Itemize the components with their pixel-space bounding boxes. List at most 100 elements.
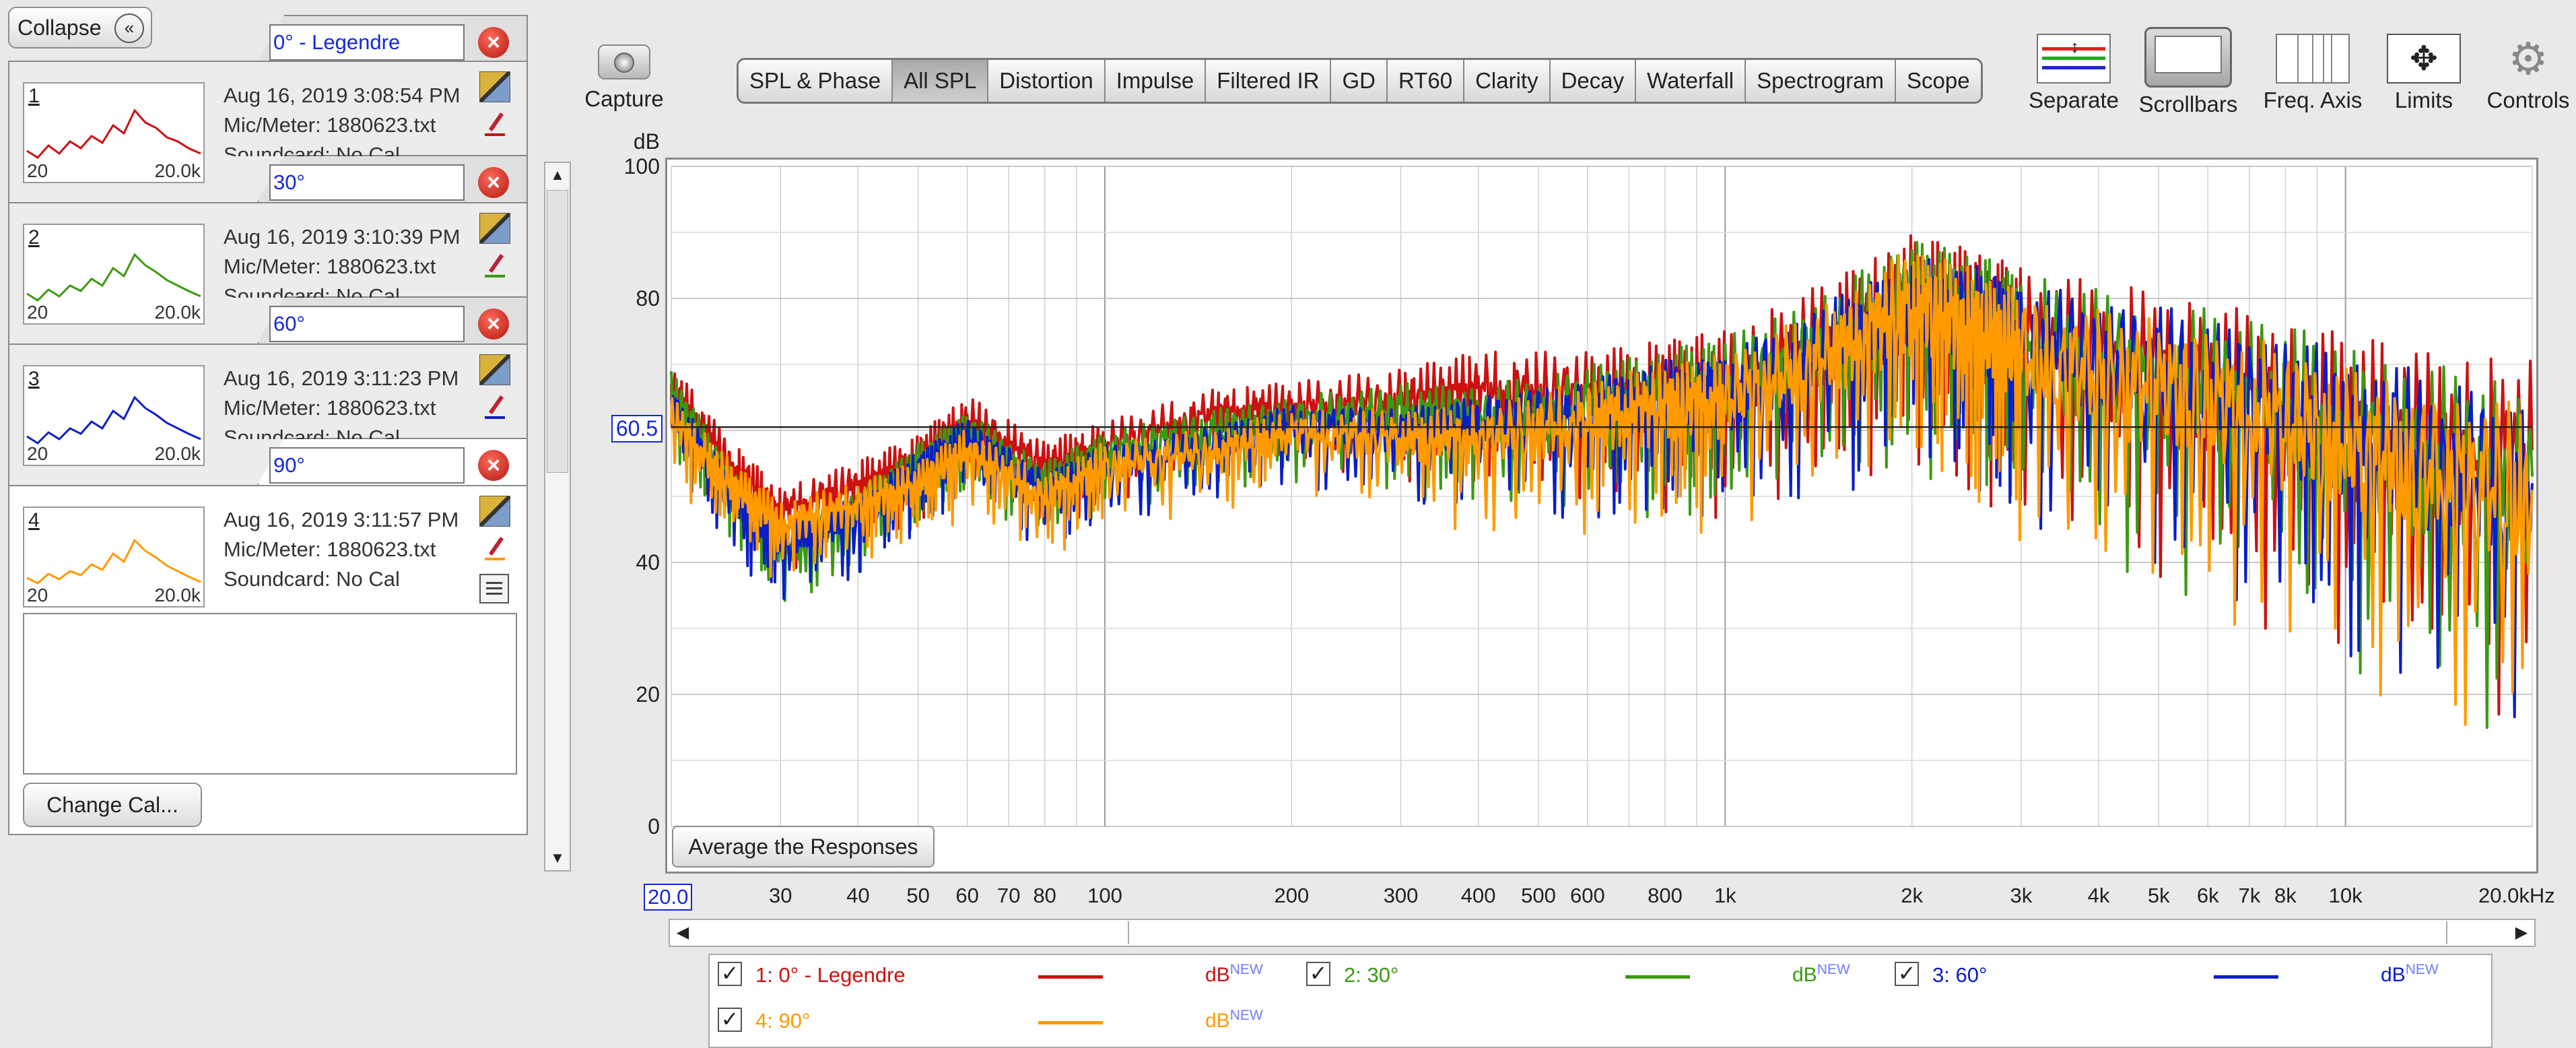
- change-cal-button[interactable]: Change Cal...: [23, 783, 202, 827]
- measurement-list: 0° - Legendre 30° 60° 90° × × × × 1 20 2…: [8, 15, 528, 835]
- tab-filtered-ir[interactable]: Filtered IR: [1206, 60, 1332, 102]
- x-tick-label: 60: [955, 884, 979, 907]
- y-tick-label[interactable]: 60.5: [611, 415, 663, 443]
- line-color-icon[interactable]: [479, 109, 509, 139]
- tab-spl-phase[interactable]: SPL & Phase: [739, 60, 893, 102]
- average-responses-button[interactable]: Average the Responses: [672, 826, 935, 867]
- measurement-name-field[interactable]: 30°: [269, 164, 465, 201]
- spl-plot-svg: [670, 166, 2534, 827]
- x-tick-label: 70: [997, 884, 1021, 907]
- legend-line-swatch: [1038, 1021, 1103, 1024]
- tab-impulse[interactable]: Impulse: [1105, 60, 1207, 102]
- x-tick-label: 300: [1383, 884, 1419, 907]
- collapse-label: Collapse: [18, 15, 102, 40]
- tab-waterfall[interactable]: Waterfall: [1636, 60, 1747, 102]
- legend-checkbox[interactable]: ✓: [718, 1008, 742, 1032]
- y-tick-label: 0: [648, 814, 660, 839]
- controls-label: Controls: [2486, 88, 2570, 112]
- thumbnail-freq-low: 20: [27, 302, 48, 323]
- tab-all-spl[interactable]: All SPL: [893, 60, 989, 102]
- measurement-soundcard: Soundcard: No Cal: [224, 567, 400, 591]
- measurement-date: Aug 16, 2019 3:10:39 PM: [224, 225, 461, 249]
- measurement-name-field[interactable]: 0° - Legendre: [269, 24, 465, 61]
- measurement-mic: Mic/Meter: 1880623.txt: [224, 113, 436, 137]
- tab-clarity[interactable]: Clarity: [1464, 60, 1551, 102]
- legend-db-label[interactable]: dBNEW: [1205, 1008, 1263, 1033]
- delete-measurement-icon[interactable]: ×: [478, 450, 509, 481]
- limits-icon: ✥: [2387, 34, 2461, 84]
- tab-decay[interactable]: Decay: [1550, 60, 1637, 102]
- scrollbar-thumb[interactable]: [1128, 921, 2447, 944]
- separate-label: Separate: [2029, 88, 2119, 112]
- spl-graph[interactable]: [665, 158, 2538, 874]
- thumbnail-freq-low: 20: [27, 443, 48, 464]
- edit-trace-icon[interactable]: [479, 71, 510, 102]
- scroll-down-arrow-icon[interactable]: ▼: [550, 849, 565, 866]
- edit-trace-icon[interactable]: [479, 213, 510, 244]
- legend-line-swatch: [1625, 975, 1690, 979]
- notes-icon[interactable]: [479, 574, 509, 603]
- tab-rt60[interactable]: RT60: [1387, 60, 1465, 102]
- line-color-icon[interactable]: [479, 392, 509, 422]
- measurement-thumbnail[interactable]: 1 20 20.0k: [23, 82, 205, 183]
- legend-new-badge: NEW: [1229, 1008, 1263, 1023]
- measurement-list-scrollbar[interactable]: ▲ ▼: [544, 162, 571, 872]
- camera-icon: [594, 35, 654, 82]
- measurement-index: 2: [28, 226, 40, 249]
- delete-measurement-icon[interactable]: ×: [478, 27, 509, 58]
- measurement-name-field[interactable]: 60°: [269, 306, 465, 342]
- measurement-index: 3: [28, 368, 40, 390]
- measurement-soundcard: Soundcard: No Cal: [224, 143, 400, 156]
- legend-checkbox[interactable]: ✓: [718, 962, 742, 986]
- measurement-thumbnail[interactable]: 3 20 20.0k: [23, 365, 205, 466]
- legend-db-label[interactable]: dBNEW: [2381, 962, 2439, 987]
- legend-checkbox[interactable]: ✓: [1895, 962, 1919, 986]
- measurement-thumbnail[interactable]: 2 20 20.0k: [23, 224, 205, 325]
- x-tick-label: 40: [846, 884, 870, 907]
- edit-trace-icon[interactable]: [479, 354, 510, 385]
- separate-traces-icon: ↕: [2037, 34, 2111, 84]
- delete-measurement-icon[interactable]: ×: [478, 167, 509, 198]
- limits-button[interactable]: ✥ Limits: [2383, 34, 2464, 113]
- scrollbar-thumb[interactable]: [547, 190, 568, 473]
- scrollbars-button[interactable]: Scrollbars: [2134, 27, 2242, 117]
- x-tick-label: 500: [1521, 884, 1556, 907]
- freq-axis-label: Freq. Axis: [2263, 88, 2363, 112]
- double-chevron-left-icon: «: [114, 13, 144, 43]
- measurement-soundcard: Soundcard: No Cal: [224, 426, 400, 439]
- line-color-icon[interactable]: [479, 251, 509, 280]
- tab-spectrogram[interactable]: Spectrogram: [1746, 60, 1897, 102]
- measurement-name-field[interactable]: 90°: [269, 447, 465, 484]
- legend-db-label[interactable]: dBNEW: [1792, 962, 1850, 987]
- legend-db-text: dB: [1205, 1010, 1230, 1032]
- scroll-left-arrow-icon[interactable]: ◀: [676, 923, 689, 942]
- measurement-thumbnail[interactable]: 4 20 20.0k: [23, 506, 205, 608]
- y-tick-label: 20: [636, 682, 660, 707]
- freq-scrollbar[interactable]: ◀ ▶: [669, 919, 2536, 947]
- average-responses-label: Average the Responses: [688, 834, 918, 859]
- edit-trace-icon[interactable]: [479, 496, 510, 527]
- separate-button[interactable]: ↕ Separate: [2027, 34, 2121, 113]
- controls-button[interactable]: ⚙ Controls: [2484, 34, 2572, 113]
- x-tick-label: 7k: [2238, 884, 2261, 907]
- x-tick-label: 400: [1460, 884, 1496, 907]
- scroll-right-arrow-icon[interactable]: ▶: [2515, 923, 2528, 942]
- collapse-button[interactable]: Collapse «: [8, 7, 152, 48]
- legend-checkbox[interactable]: ✓: [1306, 962, 1330, 986]
- scroll-up-arrow-icon[interactable]: ▲: [550, 166, 565, 183]
- measurement-mic: Mic/Meter: 1880623.txt: [224, 537, 436, 561]
- legend-label: 3: 60°: [1932, 963, 1988, 987]
- measurement-notes-textarea[interactable]: [23, 613, 517, 775]
- tab-scope[interactable]: Scope: [1896, 60, 1981, 102]
- legend-db-label[interactable]: dBNEW: [1205, 962, 1263, 987]
- line-color-icon[interactable]: [479, 533, 509, 563]
- freq-axis-button[interactable]: Freq. Axis: [2262, 34, 2363, 113]
- tab-gd[interactable]: GD: [1331, 60, 1388, 102]
- tab-distortion[interactable]: Distortion: [988, 60, 1106, 102]
- thumbnail-trace: [26, 395, 201, 445]
- delete-measurement-icon[interactable]: ×: [478, 308, 509, 339]
- x-tick-label[interactable]: 20.0kHz: [2478, 884, 2555, 907]
- x-tick-label[interactable]: 20.0: [644, 884, 693, 911]
- thumbnail-freq-high: 20.0k: [154, 160, 201, 181]
- capture-button[interactable]: Capture: [580, 35, 668, 112]
